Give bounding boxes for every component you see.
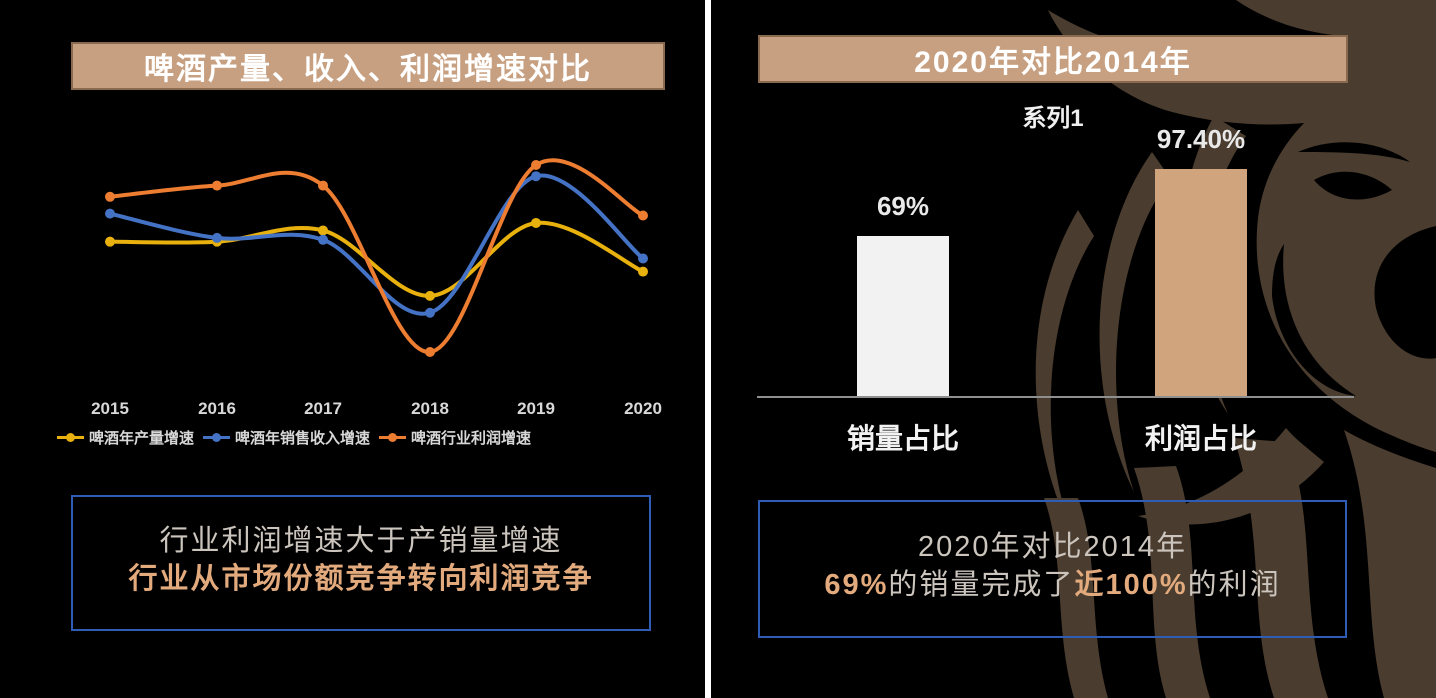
right-note-box: 2020年对比2014年 69%的销量完成了近100%的利润 — [758, 500, 1347, 638]
lion-eye — [1314, 171, 1392, 200]
x-axis-line — [757, 396, 1354, 398]
lion-mane-crescent-outer — [1035, 210, 1094, 542]
left-title-banner: 啤酒产量、收入、利润增速对比 — [71, 42, 665, 90]
line-series-marker — [531, 160, 541, 170]
line-chart — [105, 158, 648, 357]
lion-cheek-gap — [1272, 244, 1356, 396]
bar-chart: 69% 销量占比 97.40% 利润占比 — [711, 0, 1436, 698]
lion-mane-strand-3 — [1234, 438, 1328, 698]
lion-mane-strand-4 — [1344, 430, 1436, 698]
line-series-marker — [531, 217, 541, 228]
bar-category-label: 销量占比 — [846, 423, 959, 454]
chart-legend: 啤酒年产量增速 啤酒年销售收入增速 啤酒行业利润增速 — [57, 427, 531, 448]
right-panel: 2020年对比2014年 系列1 69% 销量占比 97.40% 利润占比 2020年… — [711, 0, 1436, 698]
note-text-segment: 的利润 — [1187, 569, 1281, 601]
legend-swatch — [379, 433, 407, 442]
line-series-marker — [638, 266, 648, 277]
line-series-path — [108, 173, 645, 316]
line-series-marker — [425, 307, 435, 318]
right-title-text: 2020年对比2014年 — [914, 46, 1192, 79]
line-series-marker — [212, 180, 222, 191]
right-title-banner: 2020年对比2014年 — [758, 35, 1348, 83]
line-series-marker — [531, 171, 541, 182]
note-text-segment: 近100% — [1074, 569, 1188, 601]
lion-mane-top-corner — [1236, 0, 1436, 38]
legend-item: 啤酒年销售收入增速 — [203, 427, 370, 448]
line-series-marker — [212, 232, 222, 243]
left-panel: 啤酒产量、收入、利润增速对比 2015 2016 2017 2018 2019 2020 … — [0, 0, 705, 698]
right-note-line2: 69%的销量完成了近100%的利润 — [760, 566, 1345, 604]
line-series-marker — [105, 236, 115, 247]
legend-label: 啤酒年产量增速 — [89, 430, 195, 447]
legend-label: 啤酒年销售收入增速 — [235, 430, 371, 447]
right-note-line1: 2020年对比2014年 — [917, 531, 1188, 563]
bar-series-label: 系列1 — [1022, 105, 1084, 132]
line-series-marker — [638, 253, 648, 264]
lion-mane-crescent-inner — [1099, 152, 1170, 492]
x-axis-tick-label: 2016 — [198, 399, 236, 418]
note-text-segment: 的销量完成了 — [888, 569, 1075, 601]
note-text-segment: 69% — [824, 569, 889, 601]
x-axis-tick-label: 2018 — [411, 399, 449, 418]
lion-mane-strand-1 — [1044, 498, 1108, 698]
left-note-line2: 行业从市场份额竞争转向利润竞争 — [128, 563, 594, 595]
line-series-marker — [425, 290, 435, 301]
lion-muzzle — [1374, 226, 1436, 359]
line-series-marker — [105, 208, 115, 219]
line-series-marker — [638, 210, 648, 221]
line-series-path — [108, 158, 645, 355]
x-axis-tick-label: 2017 — [304, 399, 342, 418]
line-series-marker — [318, 180, 328, 191]
left-note-box: 行业利润增速大于产销量增速 行业从市场份额竞争转向利润竞争 — [71, 495, 651, 631]
x-axis-tick-label: 2015 — [91, 399, 129, 418]
legend-item: 啤酒行业利润增速 — [379, 427, 531, 448]
bar-value-label: 69% — [876, 191, 930, 221]
x-axis-tick-label: 2019 — [517, 399, 555, 418]
line-series-marker — [425, 347, 435, 357]
line-series-marker — [318, 225, 328, 236]
bar-value-label: 97.40% — [1156, 124, 1246, 154]
bar — [1155, 169, 1247, 397]
legend-item: 啤酒年产量增速 — [57, 427, 194, 448]
left-title-text: 啤酒产量、收入、利润增速对比 — [144, 53, 592, 86]
lion-mane-strand-2 — [1134, 466, 1210, 698]
lion-brow — [1298, 142, 1410, 162]
lion-graphic — [1035, 0, 1436, 698]
legend-swatch — [203, 433, 231, 442]
line-series-marker — [318, 234, 328, 245]
line-series-path — [108, 220, 645, 298]
bar — [857, 236, 949, 397]
bar-category-label: 利润占比 — [1144, 423, 1257, 454]
x-axis-tick-label: 2020 — [624, 399, 662, 418]
legend-swatch — [57, 433, 84, 442]
legend-label: 啤酒行业利润增速 — [411, 430, 532, 447]
left-note-line1: 行业利润增速大于产销量增速 — [159, 525, 563, 557]
line-series-marker — [105, 191, 115, 202]
